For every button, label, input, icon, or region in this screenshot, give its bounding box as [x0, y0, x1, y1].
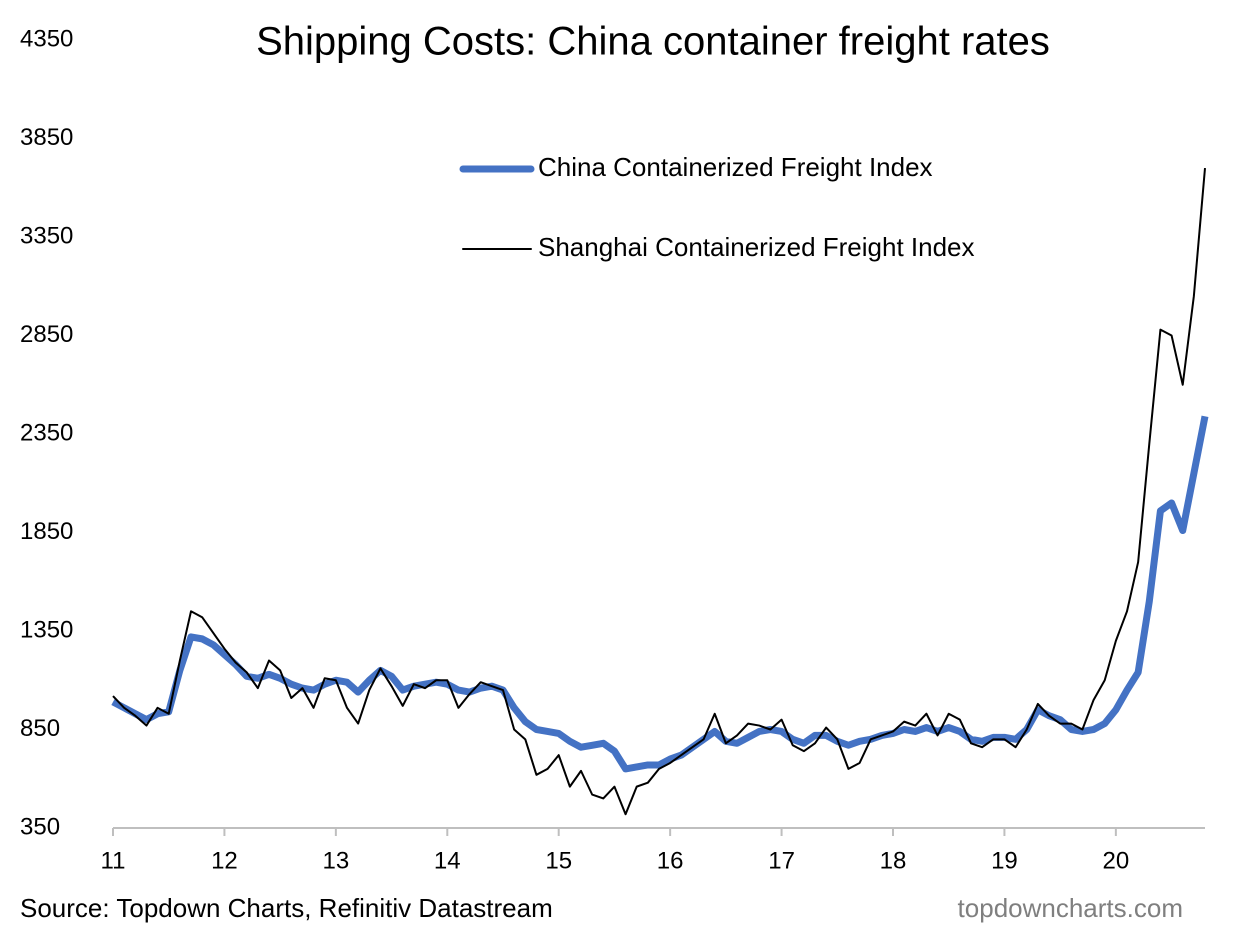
y-tick-label: 1350: [20, 616, 73, 643]
x-tick-label: 16: [657, 847, 684, 874]
y-tick-label: 850: [20, 715, 60, 742]
x-tick-label: 18: [880, 847, 907, 874]
y-tick-label: 350: [20, 813, 60, 840]
y-tick-label: 3850: [20, 124, 73, 151]
legend-label: China Containerized Freight Index: [538, 152, 933, 182]
y-tick-label: 1850: [20, 518, 73, 545]
watermark: topdowncharts.com: [958, 893, 1183, 923]
x-tick-label: 17: [768, 847, 795, 874]
y-tick-label: 4350: [20, 25, 73, 52]
x-tick-label: 19: [991, 847, 1018, 874]
y-tick-label: 3350: [20, 222, 73, 249]
line-series: [112, 167, 1206, 816]
x-tick-label: 11: [101, 847, 126, 874]
source-note: Source: Topdown Charts, Refinitiv Datast…: [20, 893, 553, 923]
y-tick-label: 2850: [20, 321, 73, 348]
y-tick-label: 2350: [20, 419, 73, 446]
x-tick-label: 20: [1103, 847, 1130, 874]
chart-title: Shipping Costs: China container freight …: [256, 20, 1050, 64]
legend-label: Shanghai Containerized Freight Index: [538, 232, 975, 262]
x-tick-label: 14: [434, 847, 461, 874]
line-series: [111, 415, 1209, 773]
x-tick-label: 13: [323, 847, 350, 874]
x-tick-label: 15: [545, 847, 572, 874]
x-tick-label: 12: [211, 847, 238, 874]
